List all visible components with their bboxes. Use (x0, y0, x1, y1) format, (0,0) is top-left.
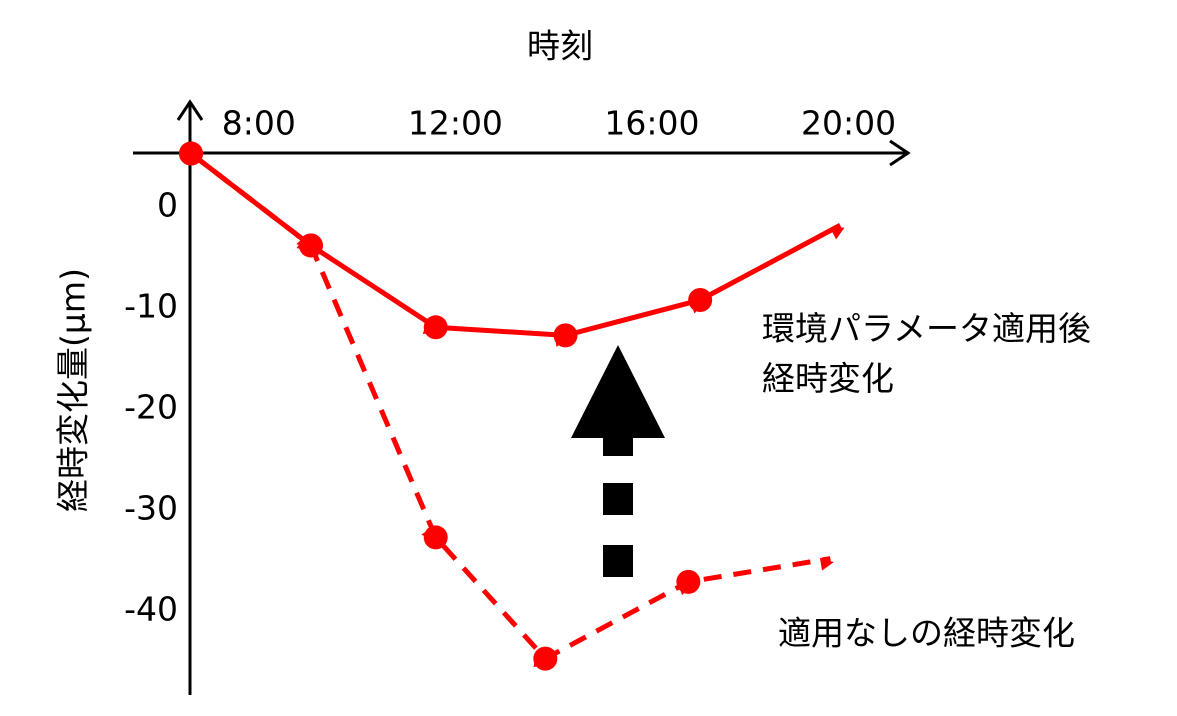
series-label: 適用なしの経時変化 (778, 614, 1075, 653)
improvement-arrow (571, 345, 665, 577)
x-axis-arrow (889, 139, 911, 167)
x-tick-label: 12:00 (408, 104, 503, 143)
y-axis-title: 経時変化量(μm) (54, 268, 93, 512)
x-tick-label: 20:00 (801, 104, 896, 143)
x-tick-label: 8:00 (222, 104, 296, 143)
data-point (178, 141, 203, 166)
series-line (189, 151, 834, 668)
series-line (189, 151, 845, 347)
data-point (676, 569, 701, 594)
x-tick-label: 16:00 (604, 104, 699, 143)
y-axis-arrow (176, 99, 204, 121)
y-tick-label: -40 (124, 590, 178, 629)
data-point (423, 525, 448, 550)
data-point (553, 323, 578, 348)
data-point (688, 288, 713, 313)
data-point (298, 233, 323, 258)
y-tick-label: -30 (124, 489, 178, 528)
x-axis-title: 時刻 (527, 27, 593, 66)
series-label: 環境パラメータ適用後経時変化 (762, 309, 1091, 398)
y-tick-label: -20 (124, 388, 178, 427)
y-tick-label: -10 (124, 287, 178, 326)
data-point (533, 646, 558, 671)
data-point (423, 315, 448, 340)
y-tick-label: 0 (157, 186, 178, 225)
